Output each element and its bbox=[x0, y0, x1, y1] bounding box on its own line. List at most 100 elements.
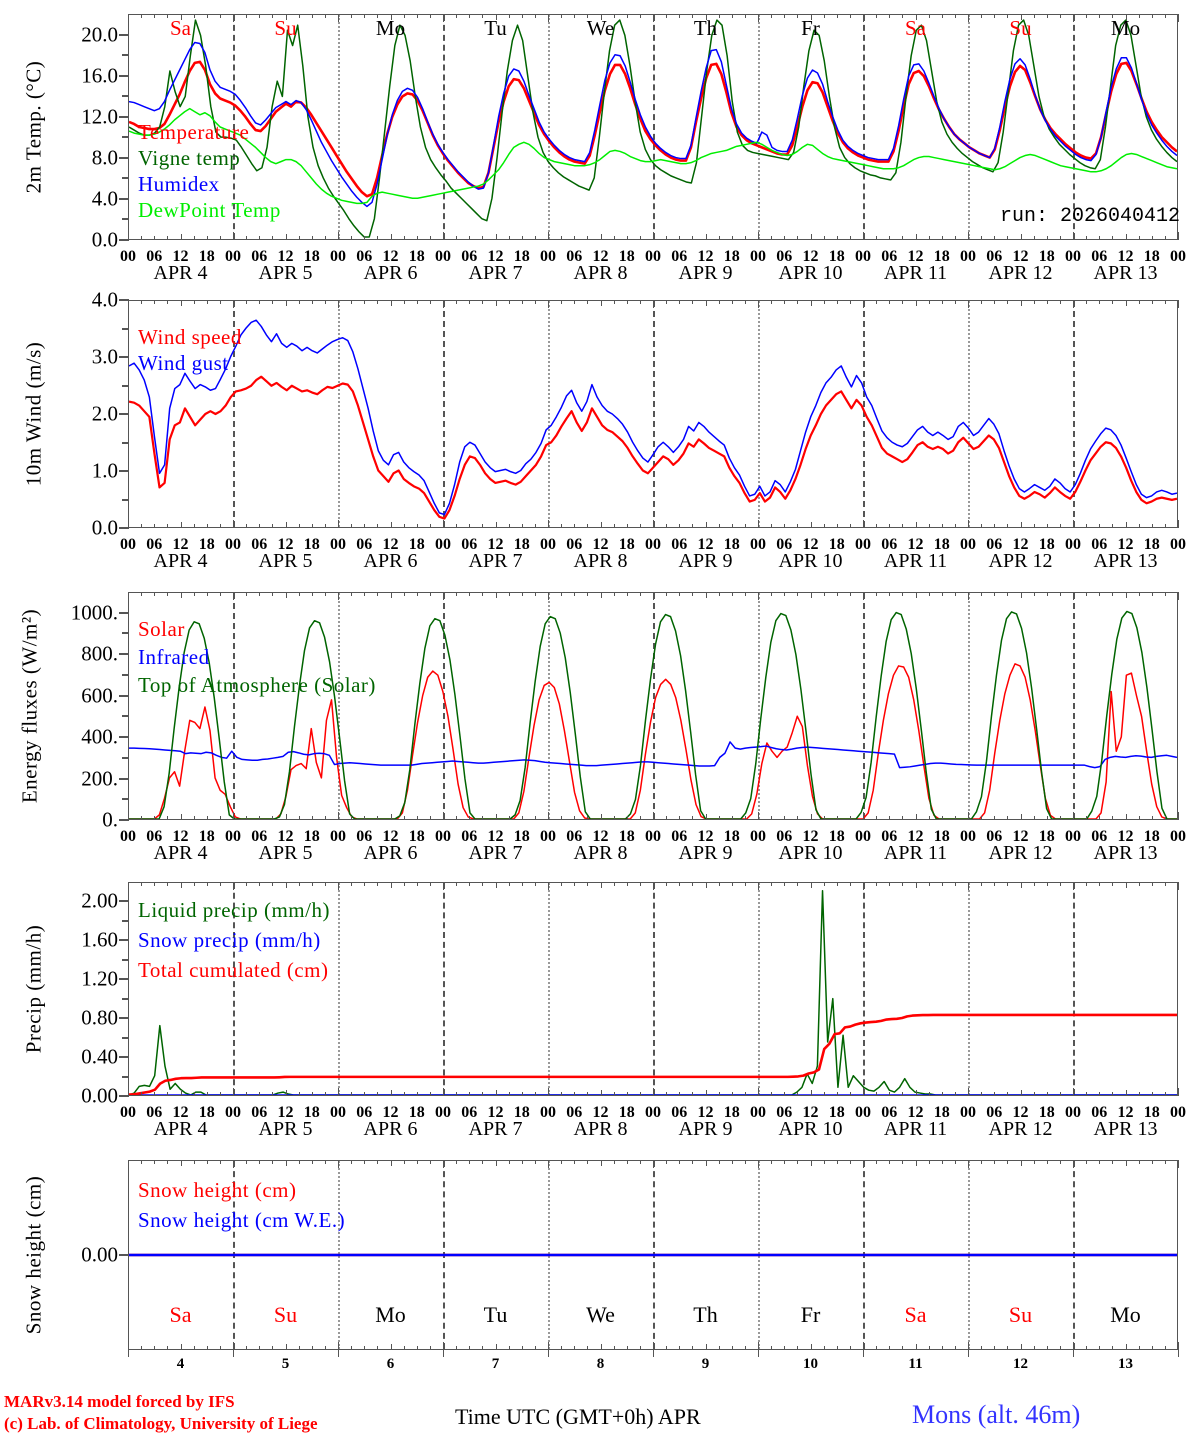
x-minor-tick bbox=[154, 300, 156, 304]
x-minor-tick bbox=[902, 592, 904, 596]
x-minor-tick bbox=[797, 300, 799, 304]
x-hour-label: 18 bbox=[723, 248, 740, 265]
x-minor-tick bbox=[285, 1090, 287, 1096]
x-minor-tick bbox=[141, 816, 143, 820]
x-minor-tick bbox=[1112, 14, 1114, 18]
x-minor-tick bbox=[1033, 524, 1035, 528]
x-minor-tick bbox=[1151, 236, 1153, 240]
x-minor-tick bbox=[338, 300, 339, 308]
x-minor-tick bbox=[653, 14, 654, 22]
x-minor-tick bbox=[246, 592, 248, 596]
x-minor-tick bbox=[876, 14, 878, 18]
x-minor-tick bbox=[416, 1346, 418, 1350]
x-minor-tick bbox=[1164, 524, 1166, 528]
x-day-number: 13 bbox=[1118, 1356, 1133, 1372]
x-minor-tick bbox=[744, 882, 746, 886]
x-minor-tick bbox=[823, 1160, 825, 1164]
x-minor-tick bbox=[1033, 1346, 1035, 1350]
x-minor-tick bbox=[1086, 1160, 1088, 1164]
x-minor-tick bbox=[1033, 14, 1035, 18]
x-minor-tick bbox=[600, 234, 602, 240]
x-minor-tick bbox=[981, 1346, 983, 1350]
x-minor-tick bbox=[351, 816, 353, 820]
x-minor-tick bbox=[1007, 592, 1009, 596]
x-minor-tick bbox=[206, 14, 208, 18]
x-minor-tick bbox=[1086, 524, 1088, 528]
x-date-label: APR 4 bbox=[153, 842, 208, 864]
x-minor-tick bbox=[180, 234, 182, 240]
x-minor-tick bbox=[1033, 1092, 1035, 1096]
x-hour-label: 12 bbox=[1012, 828, 1029, 845]
x-minor-tick bbox=[797, 592, 799, 596]
x-minor-tick bbox=[994, 300, 996, 304]
x-minor-tick bbox=[443, 1088, 444, 1096]
y-tick-label: 12.0 bbox=[81, 104, 118, 129]
x-minor-tick bbox=[154, 1346, 156, 1350]
x-minor-tick bbox=[246, 1160, 248, 1164]
x-minor-tick bbox=[403, 882, 405, 886]
x-minor-tick bbox=[1099, 816, 1101, 820]
x-hour-label: 06 bbox=[776, 828, 793, 845]
x-minor-tick bbox=[692, 882, 694, 886]
x-minor-tick bbox=[403, 300, 405, 304]
x-date-label: APR 12 bbox=[988, 550, 1053, 572]
x-minor-tick bbox=[600, 814, 602, 820]
x-minor-tick bbox=[285, 234, 287, 240]
x-minor-tick bbox=[718, 592, 720, 596]
x-hour-label: 06 bbox=[461, 828, 478, 845]
x-hour-label: 18 bbox=[198, 828, 215, 845]
x-minor-tick bbox=[915, 882, 917, 888]
x-minor-tick bbox=[561, 236, 563, 240]
x-day-boundary-tick bbox=[443, 1350, 444, 1357]
x-minor-tick bbox=[639, 14, 641, 18]
x-minor-tick bbox=[902, 882, 904, 886]
x-minor-tick bbox=[561, 1092, 563, 1096]
x-hour-label: 00 bbox=[330, 536, 346, 553]
x-minor-tick bbox=[1138, 524, 1140, 528]
x-minor-tick bbox=[639, 1160, 641, 1164]
x-minor-tick bbox=[915, 14, 917, 20]
x-minor-tick bbox=[784, 300, 786, 304]
day-of-week-label: Su bbox=[1009, 16, 1032, 40]
x-minor-tick bbox=[233, 592, 234, 600]
day-separator bbox=[1073, 593, 1075, 819]
x-minor-tick bbox=[679, 882, 681, 886]
x-minor-tick bbox=[285, 14, 287, 20]
x-hour-label: 00 bbox=[1065, 248, 1081, 265]
x-minor-tick bbox=[272, 14, 274, 18]
x-minor-tick bbox=[338, 812, 339, 820]
x-minor-tick bbox=[521, 1346, 523, 1350]
x-hour-label: 12 bbox=[382, 536, 399, 553]
x-minor-tick bbox=[364, 236, 366, 240]
legend-item-top-of-atmosphere-solar: Top of Atmosphere (Solar) bbox=[138, 673, 376, 697]
x-minor-tick bbox=[587, 882, 589, 886]
x-minor-tick bbox=[1151, 592, 1153, 596]
x-minor-tick bbox=[272, 1092, 274, 1096]
day-separator bbox=[968, 301, 970, 527]
x-minor-tick bbox=[718, 236, 720, 240]
x-minor-tick bbox=[1099, 236, 1101, 240]
x-minor-tick bbox=[548, 14, 549, 22]
x-minor-tick bbox=[429, 524, 431, 528]
day-of-week-label: Mo bbox=[375, 16, 406, 40]
y-minor-tick bbox=[122, 1036, 129, 1039]
x-hour-label: 18 bbox=[723, 536, 740, 553]
y-tick-label: 0.0 bbox=[91, 227, 118, 252]
x-minor-tick bbox=[1086, 882, 1088, 886]
x-day-number: 12 bbox=[1013, 1356, 1028, 1372]
x-hour-label: 00 bbox=[435, 828, 451, 845]
x-hour-label: 18 bbox=[408, 248, 425, 265]
x-minor-tick bbox=[167, 882, 169, 886]
x-minor-tick bbox=[889, 882, 891, 886]
x-minor-tick bbox=[653, 300, 654, 308]
x-hour-label: 12 bbox=[487, 536, 504, 553]
x-minor-tick bbox=[521, 524, 523, 528]
x-minor-tick bbox=[784, 882, 786, 886]
x-minor-tick bbox=[534, 1160, 536, 1164]
x-minor-tick bbox=[954, 816, 956, 820]
x-minor-tick bbox=[771, 816, 773, 820]
y-tick-mark bbox=[119, 777, 129, 780]
x-minor-tick bbox=[797, 1092, 799, 1096]
x-minor-tick bbox=[534, 592, 536, 596]
x-minor-tick bbox=[1059, 236, 1061, 240]
